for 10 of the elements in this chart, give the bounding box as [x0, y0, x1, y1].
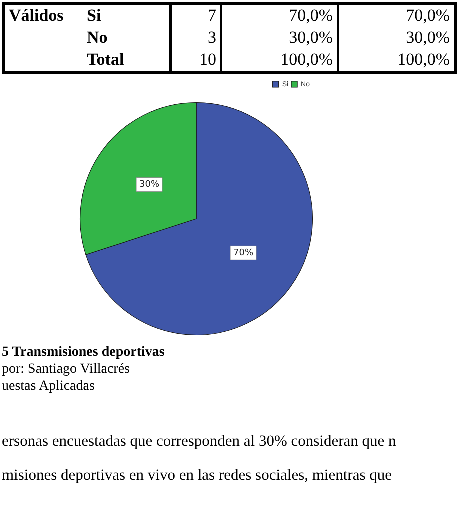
text: por: Santiago Villacrés: [2, 361, 131, 378]
text: 5 Transmisiones deportivas: [2, 344, 165, 361]
text: No 3 30,0% 30,0%: [87, 28, 450, 47]
text: misiones deportivas en vivo en las redes sociales, mientras que: [2, 466, 393, 486]
text: Total 10 100,0% 100,0%: [87, 50, 450, 69]
data-label: 30%: [139, 180, 160, 190]
text: uestas Aplicadas: [2, 378, 96, 395]
text: Válidos Si 7 70,0% 70,0%: [9, 6, 450, 25]
text: ersonas encuestadas que corresponden al 30% consideran que n: [2, 432, 396, 452]
data-label: 70%: [233, 248, 254, 258]
